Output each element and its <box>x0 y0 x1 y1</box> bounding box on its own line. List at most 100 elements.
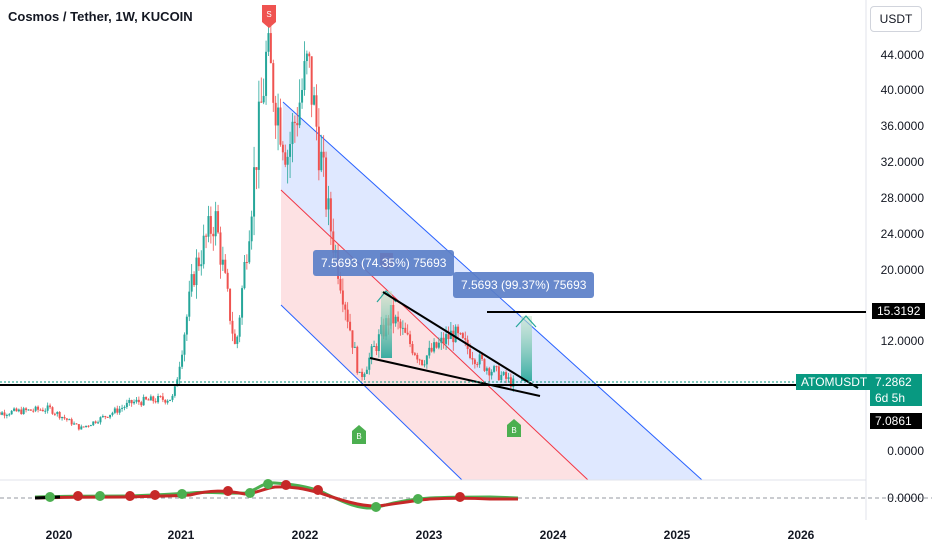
chart-title[interactable]: Cosmos / Tether, 1W, KUCOIN <box>8 9 193 24</box>
candle-body <box>169 399 172 401</box>
trendline-lower[interactable] <box>369 357 541 397</box>
level-lower-tag[interactable]: 7.0861 <box>870 413 922 429</box>
candle-body <box>399 321 402 329</box>
price-tick: 40.0000 <box>880 83 924 97</box>
candle-body <box>423 364 426 366</box>
candle-body <box>327 198 330 210</box>
channel-bottom-line[interactable] <box>280 304 463 481</box>
candle-body <box>152 396 155 402</box>
indicator-dot <box>455 492 465 502</box>
candle-body <box>368 357 371 370</box>
last-price-tag[interactable]: 7.2862 <box>870 374 922 390</box>
candle-body <box>34 406 37 411</box>
time-tick: 2020 <box>45 528 73 542</box>
candle-body <box>512 378 515 387</box>
candle-body <box>15 408 18 412</box>
buy-marker-right[interactable]: B <box>507 419 521 437</box>
candle-body <box>435 342 438 348</box>
candle-body <box>212 233 215 237</box>
indicator-dot <box>125 491 135 501</box>
measure-rect-1[interactable] <box>381 291 392 358</box>
candle-body <box>25 408 28 411</box>
candle-body <box>413 353 416 355</box>
candle-body <box>217 211 220 233</box>
indicator-dot <box>313 485 323 495</box>
level-upper-tag[interactable]: 15.3192 <box>872 303 926 319</box>
candle-body <box>202 235 205 265</box>
buy-marker-left[interactable]: B <box>352 425 366 444</box>
candle-body <box>229 288 232 321</box>
candle-body <box>44 410 47 412</box>
candle-body <box>17 409 20 412</box>
candle-body <box>82 426 85 428</box>
measure-tooltip-2[interactable]: 7.5693 (99.37%) 75693 <box>453 272 595 298</box>
candle-body <box>173 386 176 396</box>
candle-body <box>113 408 116 413</box>
candle-body <box>214 211 217 237</box>
candle-body <box>260 101 263 103</box>
candle-body <box>430 347 433 352</box>
candle-body <box>461 333 464 339</box>
candle-body <box>493 366 496 372</box>
candle-body <box>265 51 268 96</box>
price-tick: 28.0000 <box>880 191 924 205</box>
candle-body <box>68 419 71 421</box>
currency-button[interactable]: USDT <box>870 6 922 32</box>
candle-body <box>164 399 167 403</box>
measure-rect-2[interactable] <box>521 316 532 381</box>
candle-body <box>425 355 428 365</box>
candle-body <box>349 321 352 331</box>
candle-body <box>373 346 376 348</box>
candle-body <box>416 354 419 360</box>
time-tick: 2025 <box>663 528 691 542</box>
candle-body <box>226 272 229 289</box>
candle-body <box>346 309 349 322</box>
candle-body <box>411 344 414 354</box>
candle-body <box>137 399 140 403</box>
candle-body <box>310 56 313 105</box>
measure-arrow-2 <box>515 315 537 328</box>
candle-body <box>181 354 184 367</box>
candle-body <box>339 278 342 291</box>
candle-body <box>291 121 294 145</box>
candle-body <box>440 337 443 343</box>
candle-body <box>495 366 498 368</box>
candle-body <box>358 371 361 373</box>
indicator-dot <box>95 491 105 501</box>
candle-body <box>245 261 248 263</box>
candle-body <box>145 396 148 400</box>
candle-body <box>200 264 203 267</box>
candle-body <box>27 409 30 411</box>
candle-body <box>298 102 301 126</box>
candle-body <box>497 366 500 381</box>
candle-body <box>401 327 404 329</box>
candle-body <box>0 412 1 415</box>
channel-mid-line[interactable] <box>280 189 589 481</box>
candle-body <box>505 372 508 379</box>
candle-body <box>257 101 260 170</box>
candle-body <box>85 425 88 427</box>
candle-body <box>149 396 152 401</box>
candle-body <box>353 346 356 348</box>
candle-body <box>269 33 272 64</box>
candle-body <box>32 410 35 412</box>
candle-body <box>121 407 124 409</box>
candle-body <box>272 63 275 103</box>
candle-body <box>125 402 128 408</box>
candle-body <box>356 346 359 373</box>
candle-body <box>274 102 277 126</box>
sell-marker-top[interactable]: S <box>262 5 276 28</box>
measure-tooltip-1[interactable]: 7.5693 (74.35%) 75693 <box>313 250 455 276</box>
candle-body <box>238 317 241 337</box>
trendline-upper[interactable] <box>382 291 539 389</box>
indicator-dot <box>223 486 233 496</box>
symbol-tag[interactable]: ATOMUSDT <box>796 374 873 390</box>
candle-body <box>89 425 92 427</box>
candle-body <box>205 235 208 237</box>
candle-body <box>469 349 472 358</box>
time-tick: 2026 <box>787 528 815 542</box>
candle-body <box>10 410 13 415</box>
candle-body <box>101 416 104 418</box>
indicator-dot <box>371 502 381 512</box>
candle-body <box>370 346 373 358</box>
